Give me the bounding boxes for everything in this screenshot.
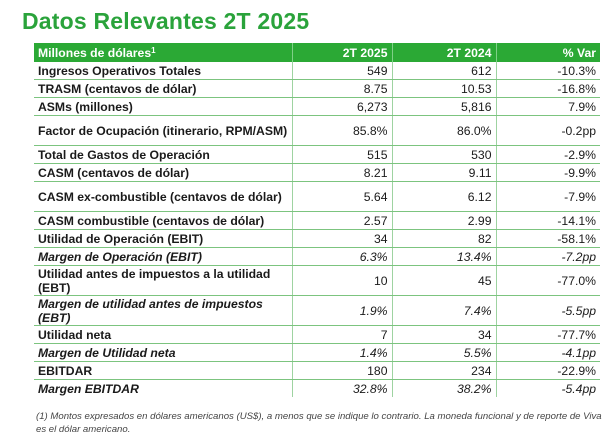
value-2t2025: 5.64	[292, 181, 393, 212]
table-row: Utilidad de Operación (EBIT) 34 82 -58.1%	[34, 229, 600, 248]
table-row: EBITDAR 180 234 -22.9%	[34, 361, 600, 380]
value-var: -10.3%	[496, 62, 600, 80]
table-row: Margen de utilidad antes de impuestos (E…	[34, 295, 600, 326]
value-2t2025: 549	[292, 62, 393, 80]
value-2t2024: 612	[392, 62, 497, 80]
value-2t2025: 6,273	[292, 97, 393, 116]
table-row: TRASM (centavos de dólar) 8.75 10.53 -16.8%	[34, 79, 600, 98]
financial-table: Millones de dólares1 2T 2025 2T 2024 % V…	[34, 43, 600, 397]
value-var: -4.1pp	[496, 343, 600, 362]
value-2t2025: 515	[292, 145, 393, 164]
table-row: Margen EBITDAR 32.8% 38.2% -5.4pp	[34, 379, 600, 397]
value-2t2024: 530	[392, 145, 497, 164]
value-2t2024: 2.99	[392, 211, 497, 230]
table-row: Ingresos Operativos Totales 549 612 -10.3%	[34, 62, 600, 80]
page-title: Datos Relevantes 2T 2025	[22, 8, 310, 34]
table-row: Margen de Utilidad neta 1.4% 5.5% -4.1pp	[34, 343, 600, 362]
value-2t2024: 38.2%	[392, 379, 497, 397]
row-label: TRASM (centavos de dólar)	[34, 79, 293, 98]
value-2t2025: 34	[292, 229, 393, 248]
value-var: -16.8%	[496, 79, 600, 98]
value-2t2025: 8.21	[292, 163, 393, 182]
table-header: Millones de dólares1 2T 2025 2T 2024 % V…	[34, 43, 600, 62]
value-var: -14.1%	[496, 211, 600, 230]
row-label: Factor de Ocupación (itinerario, RPM/ASM…	[34, 115, 293, 146]
value-2t2025: 32.8%	[292, 379, 393, 397]
value-2t2024: 6.12	[392, 181, 497, 212]
row-label: Utilidad neta	[34, 325, 293, 344]
table-row: ASMs (millones) 6,273 5,816 7.9%	[34, 97, 600, 116]
row-label: CASM ex-combustible (centavos de dólar)	[34, 181, 293, 212]
value-var: -7.9%	[496, 181, 600, 212]
header-label: Millones de dólares1	[34, 43, 293, 62]
value-var: -5.4pp	[561, 381, 596, 396]
value-2t2024: 5,816	[392, 97, 497, 116]
value-2t2025: 10	[292, 265, 393, 296]
value-2t2025: 8.75	[292, 79, 393, 98]
value-2t2024: 10.53	[392, 79, 497, 98]
value-2t2025: 6.3%	[292, 247, 393, 266]
table-row: Utilidad antes de impuestos a la utilida…	[34, 265, 600, 296]
value-2t2024: 34	[392, 325, 497, 344]
value-2t2024: 234	[392, 361, 497, 380]
value-2t2024: 7.4%	[392, 295, 497, 326]
header-col-var: % Var	[496, 43, 600, 62]
value-2t2025: 85.8%	[292, 115, 393, 146]
value-var: 7.9%	[496, 97, 600, 116]
row-label: CASM (centavos de dólar)	[34, 163, 293, 182]
value-2t2025: 1.9%	[292, 295, 393, 326]
row-label: Utilidad de Operación (EBIT)	[34, 229, 293, 248]
row-label: Margen de Operación (EBIT)	[34, 247, 293, 266]
value-2t2024: 13.4%	[392, 247, 497, 266]
table-row: Factor de Ocupación (itinerario, RPM/ASM…	[34, 115, 600, 146]
value-var: -9.9%	[496, 163, 600, 182]
value-2t2025: 2.57	[292, 211, 393, 230]
value-var: -58.1%	[496, 229, 600, 248]
footnote: (1) Montos expresados en dólares america…	[36, 411, 602, 435]
table-row: CASM (centavos de dólar) 8.21 9.11 -9.9%	[34, 163, 600, 182]
table-row: CASM ex-combustible (centavos de dólar) 5…	[34, 181, 600, 212]
row-label: Ingresos Operativos Totales	[34, 62, 293, 80]
header-label-text: Millones de dólares	[38, 45, 152, 60]
table-row: Margen de Operación (EBIT) 6.3% 13.4% -7.2p…	[34, 247, 600, 266]
value-2t2024: 82	[392, 229, 497, 248]
row-label: Total de Gastos de Operación	[34, 145, 293, 164]
row-label: EBITDAR	[34, 361, 293, 380]
header-col-2t2025: 2T 2025	[292, 43, 393, 62]
value-2t2024: 5.5%	[392, 343, 497, 362]
row-label: CASM combustible (centavos de dólar)	[34, 211, 293, 230]
value-var: -2.9%	[496, 145, 600, 164]
value-2t2025: 1.4%	[292, 343, 393, 362]
value-var: -77.7%	[496, 325, 600, 344]
row-label: Margen de utilidad antes de impuestos (E…	[34, 295, 293, 326]
row-label: Margen EBITDAR	[34, 379, 293, 397]
value-2t2024: 86.0%	[392, 115, 497, 146]
value-var: -22.9%	[496, 361, 600, 380]
row-label: Margen de Utilidad neta	[34, 343, 293, 362]
row-label: Utilidad antes de impuestos a la utilida…	[34, 265, 293, 296]
value-2t2025: 7	[292, 325, 393, 344]
header-row: Millones de dólares1 2T 2025 2T 2024 % V…	[34, 43, 600, 62]
header-footnote-mark: 1	[151, 45, 156, 55]
table-row: CASM combustible (centavos de dólar) 2.57…	[34, 211, 600, 230]
table-body: Ingresos Operativos Totales 549 612 -10.3% T…	[34, 62, 600, 397]
table-row: Utilidad neta 7 34 -77.7%	[34, 325, 600, 344]
value-var: -0.2pp	[496, 115, 600, 146]
value-var: -77.0%	[496, 265, 600, 296]
value-2t2024: 9.11	[392, 163, 497, 182]
value-var: -5.5pp	[496, 295, 600, 326]
value-var: -7.2pp	[496, 247, 600, 266]
row-label: ASMs (millones)	[34, 97, 293, 116]
table-row: Total de Gastos de Operación 515 530 -2.9%	[34, 145, 600, 164]
value-2t2025: 180	[292, 361, 393, 380]
header-col-2t2024: 2T 2024	[392, 43, 497, 62]
value-2t2024: 45	[392, 265, 497, 296]
